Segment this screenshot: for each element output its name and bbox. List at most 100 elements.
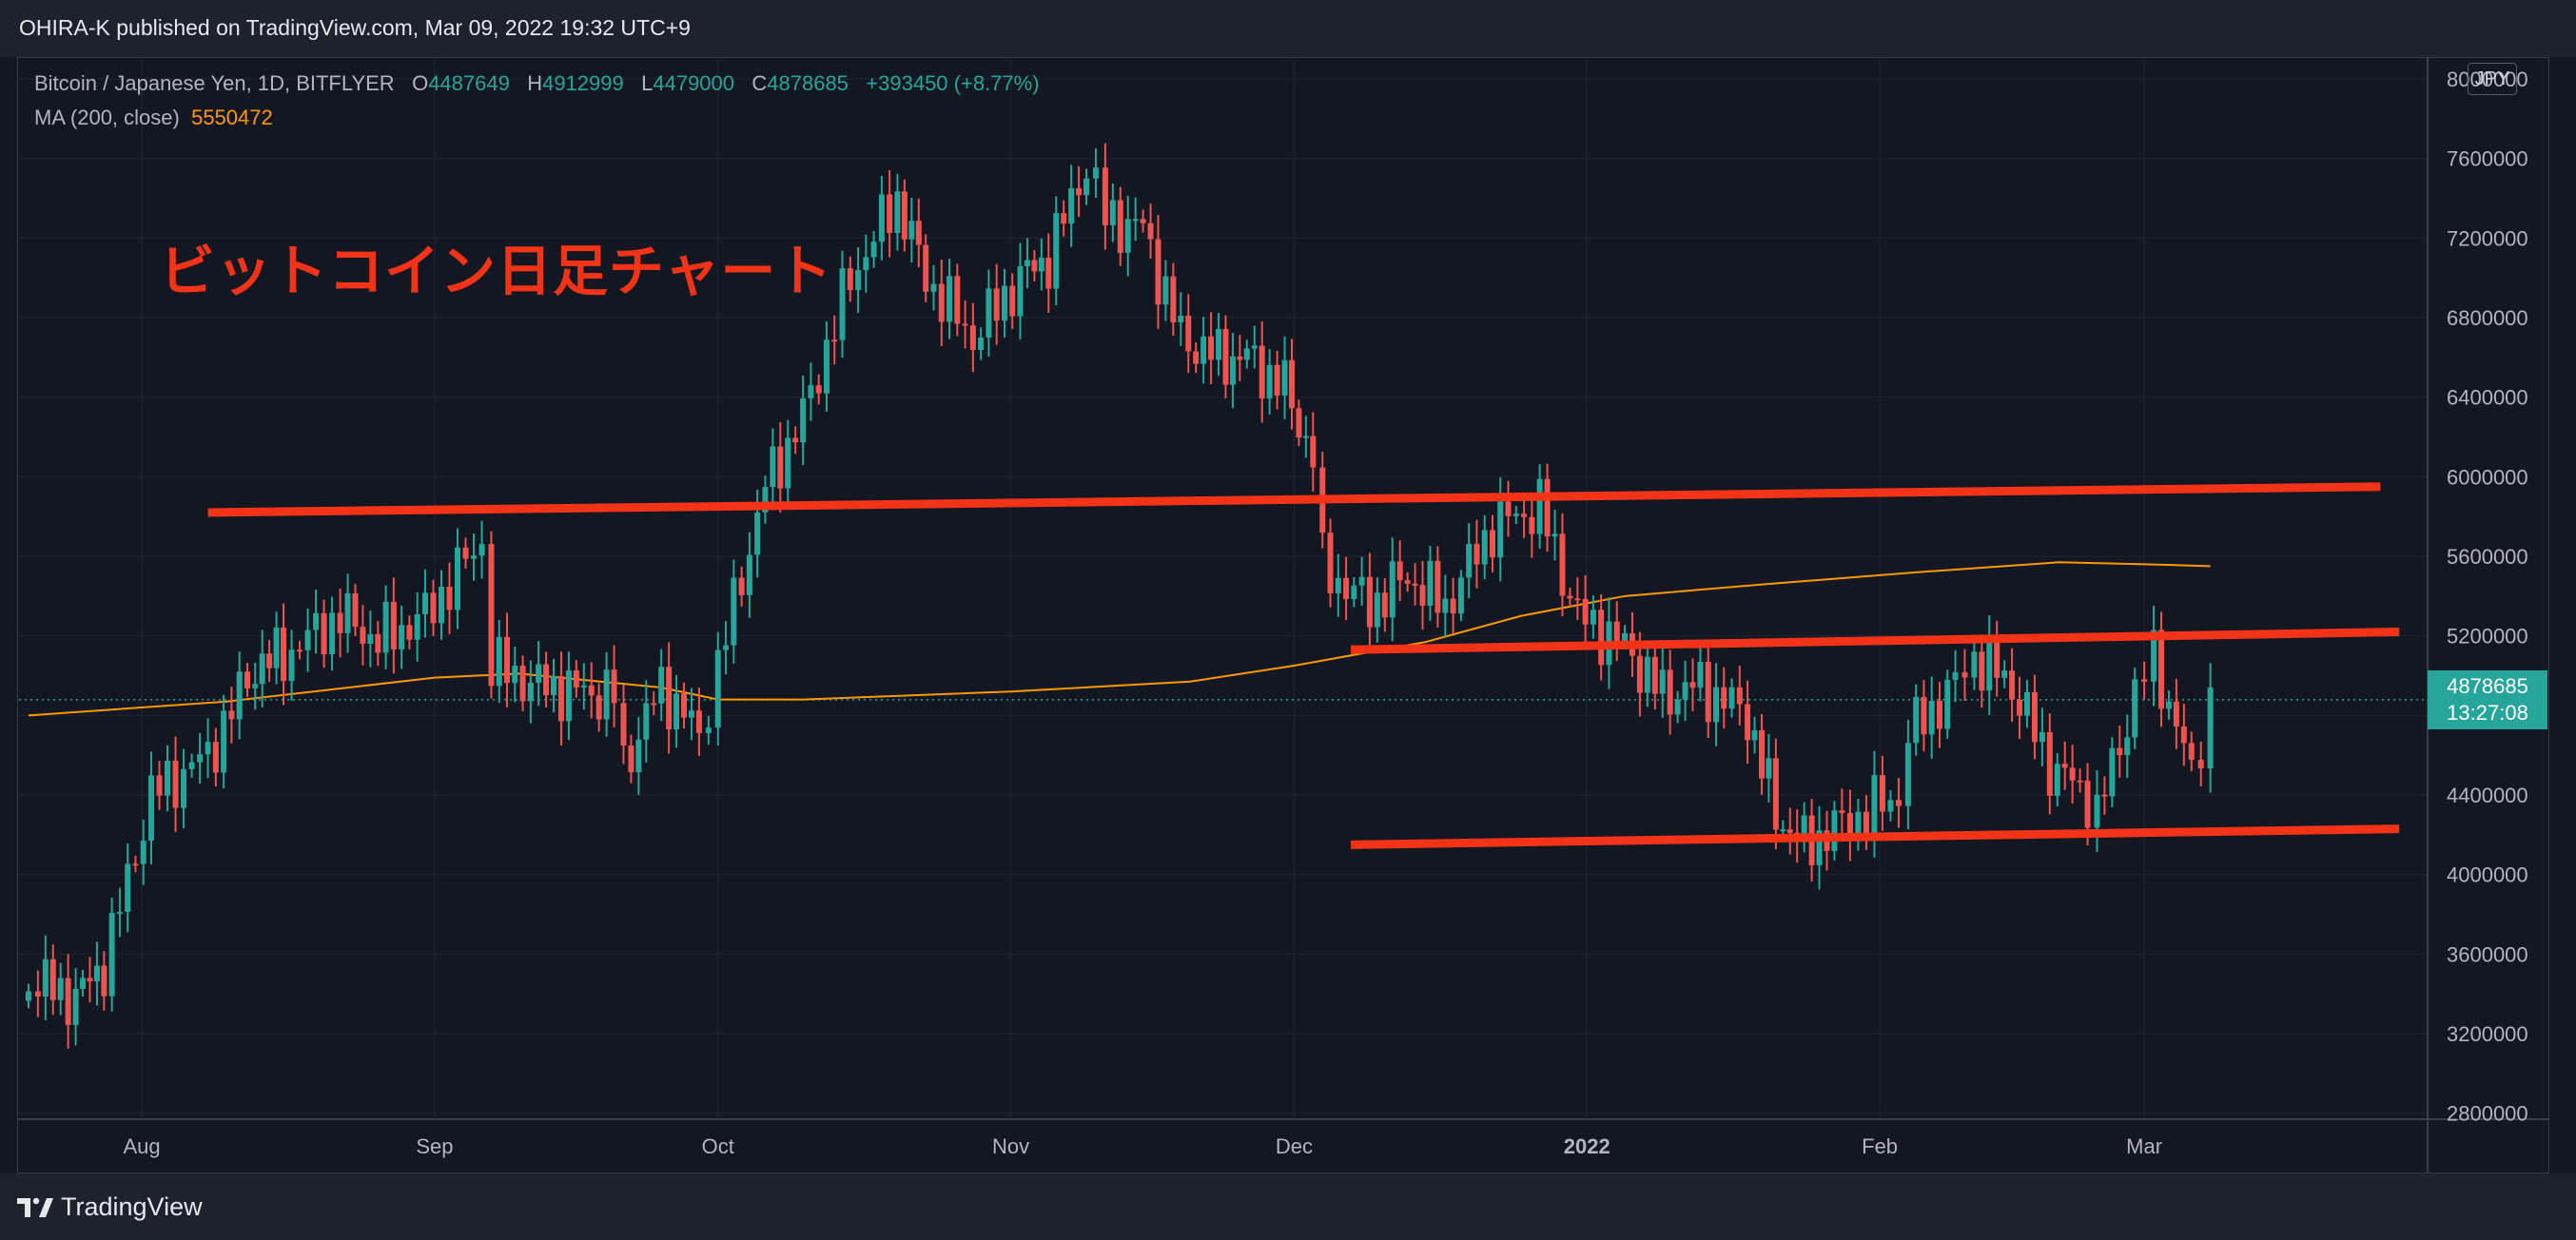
candle-body (1083, 178, 1090, 196)
candle-body (1544, 478, 1551, 537)
candle-body (1736, 687, 1743, 705)
candle-body (658, 667, 665, 704)
candle-body (1381, 592, 1388, 618)
candle-body (156, 775, 163, 796)
candle-body (785, 437, 791, 489)
candle-body (259, 653, 265, 685)
candle-body (962, 323, 968, 326)
close-label: C (751, 71, 768, 95)
candle-body (1335, 577, 1341, 593)
candle-body (80, 978, 87, 989)
candle-body (1092, 167, 1099, 179)
candle-body (1419, 585, 1426, 606)
open-value: 4487649 (428, 71, 510, 95)
candle-body (1659, 669, 1666, 694)
y-tick-label: 8000000 (2447, 68, 2528, 91)
candle-body (2009, 670, 2016, 700)
candle-body (304, 630, 311, 650)
candle-body (1979, 651, 1985, 691)
candle-body (471, 555, 478, 559)
candle-body (603, 669, 610, 720)
candle-body (148, 775, 155, 842)
candle-body (1961, 672, 1968, 678)
candle-body (2188, 743, 2195, 761)
candle-body (1296, 408, 1302, 438)
candle-body (815, 385, 822, 394)
candle-body (1863, 811, 1869, 834)
candle-body (762, 487, 769, 513)
candle-body (1497, 501, 1504, 558)
tradingview-brand[interactable]: TradingView (17, 1192, 203, 1222)
candle-body (611, 669, 617, 704)
candle-body (1846, 813, 1853, 838)
candle-body (512, 665, 518, 684)
candle-body (1237, 356, 1243, 360)
candle-body (1613, 621, 1620, 641)
ma-label: MA (200, close) (34, 106, 180, 129)
candle-body (1274, 364, 1280, 396)
trendlines-layer (207, 482, 2400, 849)
candle-body (165, 760, 171, 796)
chart-annotation-title[interactable]: ビットコイン日足チャート (160, 241, 833, 302)
candle-body (831, 339, 838, 342)
candle-body (313, 612, 320, 630)
candle-body (205, 742, 211, 755)
candle-body (1758, 730, 1765, 779)
candle-body (1489, 530, 1495, 558)
candle-body (863, 257, 869, 271)
candle-body (1745, 704, 1751, 741)
currency-button[interactable]: JPY (2468, 63, 2517, 95)
candle-body (1913, 696, 1920, 744)
candle-body (1281, 359, 1288, 396)
ma-row[interactable]: MA (200, close) 5550472 (34, 101, 1040, 135)
candle-body (628, 745, 634, 773)
candle-body (746, 554, 752, 595)
candle-body (620, 703, 627, 746)
x-tick-label: Feb (1862, 1134, 1898, 1158)
candle-body (1302, 436, 1309, 438)
candle-body (1505, 501, 1512, 516)
candle-body (228, 710, 235, 720)
candle-body (986, 288, 992, 339)
candle-body (2031, 691, 2038, 743)
candle-body (1434, 560, 1441, 613)
candle-body (382, 601, 389, 653)
chart-legend[interactable]: Bitcoin / Japanese Yen, 1D, BITFLYER O44… (34, 67, 1040, 135)
candle-body (1831, 810, 1838, 851)
candle-body (792, 437, 799, 443)
candle-body (1412, 583, 1418, 586)
candle-body (1971, 651, 1978, 678)
candle-body (132, 863, 139, 866)
candle-body (367, 633, 374, 645)
candle-body (1208, 336, 1215, 360)
candle-body (65, 978, 71, 1025)
candle-body (244, 671, 250, 688)
candle-body (1001, 285, 1007, 321)
candle-body (731, 577, 737, 646)
candle-body (1651, 656, 1658, 694)
candle-body (1068, 187, 1075, 224)
candle-body (297, 649, 303, 652)
candle-body (770, 446, 776, 488)
candle-body (808, 385, 814, 398)
candle-body (87, 978, 93, 982)
candle-body (1636, 655, 1643, 693)
candle-body (172, 760, 179, 808)
candle-body (2141, 679, 2148, 682)
candle-body (1389, 561, 1395, 618)
candle-body (1310, 436, 1317, 468)
candle-body (954, 276, 961, 324)
candle-body (2046, 731, 2053, 796)
candle-body (236, 671, 243, 720)
candle-body (2001, 670, 2008, 678)
candle-body (1117, 200, 1123, 253)
candle-body (2061, 764, 2068, 768)
candle-body (1952, 672, 1959, 681)
x-tick-label: Dec (1276, 1134, 1313, 1158)
candle-body (908, 221, 915, 240)
candle-body (754, 512, 761, 555)
low-label: L (641, 71, 654, 95)
candle-body (406, 625, 413, 640)
candle-body (1396, 561, 1403, 581)
